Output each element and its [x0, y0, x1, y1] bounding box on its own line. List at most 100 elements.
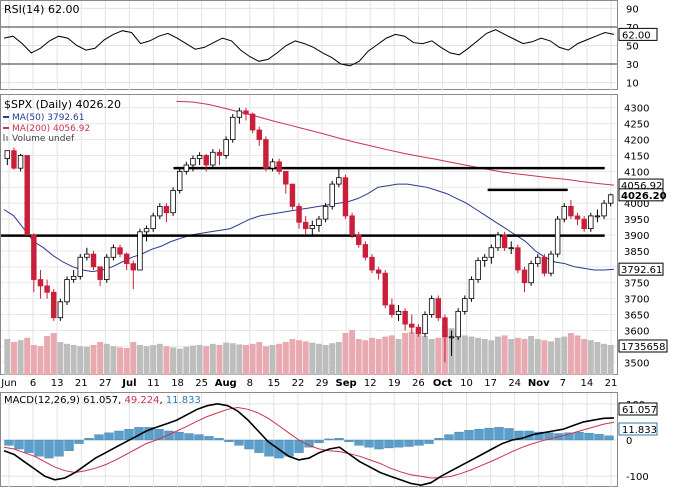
x-tick-label: 12 [364, 378, 377, 389]
candle-body [263, 139, 269, 169]
macd-tick: -100 [626, 472, 649, 483]
price-tick: 3650 [624, 311, 649, 322]
candle-body [342, 177, 349, 217]
candle-body [223, 139, 229, 156]
volume-value-tag: 1735658 [618, 339, 668, 353]
volume-tag-box [618, 339, 668, 353]
macd-hist-bar [364, 439, 374, 448]
x-tick-label: 6 [30, 378, 36, 389]
volume-bar [256, 342, 263, 375]
macd-hist-bar [394, 439, 404, 448]
candle-body [607, 194, 614, 204]
volume-bar [123, 348, 130, 375]
volume-bar [196, 345, 203, 375]
price-tag-box [618, 188, 664, 202]
candle-body [488, 247, 495, 258]
volume-bar [521, 339, 528, 375]
candle-body [574, 215, 581, 220]
candle-body [568, 205, 574, 217]
ma200-line [176, 100, 615, 186]
volume-bar [395, 339, 402, 375]
volume-bar [594, 342, 601, 375]
x-tick-label: 22 [292, 378, 305, 389]
volume-tag-text: 1735658 [621, 342, 666, 353]
candle-body [395, 310, 402, 315]
candle-body [37, 279, 44, 287]
macd-hist-bar [104, 432, 114, 441]
macd-hist-bar [194, 434, 204, 441]
volume-bar [77, 346, 84, 375]
volume-bar [130, 342, 137, 375]
volume-bar [607, 345, 614, 375]
volume-bar [355, 339, 362, 375]
price-tick: 3750 [624, 279, 649, 290]
macd-hist-bar [504, 428, 514, 441]
candle-body [389, 304, 395, 315]
volume-bar [117, 347, 124, 375]
macd-hist-bar [134, 427, 144, 441]
macd-hist-bar [424, 439, 434, 444]
volume-bar [216, 345, 223, 375]
volume-bar [422, 336, 429, 375]
macd-hist-bar [444, 434, 454, 441]
candle-body [256, 129, 262, 140]
x-tick-label: Aug [215, 378, 237, 389]
legend-ma200: MA(200) 4056.92 [12, 124, 90, 134]
macd-label-sep1: , [118, 395, 124, 406]
macd-hist-bar [114, 430, 124, 441]
x-tick-label: Jul [121, 378, 136, 389]
candle-body [296, 205, 302, 223]
macd-tag-text: 61.057 [622, 405, 657, 416]
volume-bar [262, 346, 269, 375]
volume-bar [289, 339, 296, 375]
macd-hist-bar [404, 439, 414, 447]
price-legend: $SPX (Daily) 4026.20 MA(50) 3792.61 MA(2… [3, 98, 121, 144]
volume-bar [601, 343, 608, 375]
macd-hist-bar [54, 439, 64, 457]
candle-body [455, 310, 461, 338]
volume-bar [64, 343, 70, 375]
candle-body [143, 228, 150, 233]
macd-hist-bar [44, 439, 54, 459]
price-tick: 4000 [624, 199, 649, 210]
macd-hist-bar [24, 439, 34, 453]
macd-hist-bar [454, 431, 464, 441]
macd-hist-bar [244, 439, 254, 450]
candle-body [170, 190, 176, 214]
volume-bar [315, 343, 322, 375]
price-tick-labels: 3500355036003650370037503800385039003950… [624, 104, 649, 370]
macd-hist-bar [144, 427, 154, 441]
x-tick-label: 17 [484, 378, 497, 389]
candle-body [210, 151, 216, 166]
candle-body [481, 256, 488, 261]
x-axis-labels: Jun 6 13 21 27 Jul 11 18 25 Aug 8 15 22 29 Sep 12 19 26 Oc… [0, 378, 617, 389]
price-tick: 3500 [624, 358, 649, 369]
candle-body [97, 266, 103, 280]
macd-hist-bar [354, 439, 364, 446]
candle-body [594, 215, 601, 218]
price-tick: 4300 [624, 104, 649, 115]
volume-bar [435, 337, 442, 375]
candle-body [588, 215, 594, 230]
volume-bar [83, 346, 90, 375]
x-tick-label: Nov [528, 378, 550, 389]
macd-value-tags: 61.057 11.833 [618, 402, 658, 436]
candle-body [269, 161, 276, 169]
candle-body [329, 183, 335, 207]
volume-bar [382, 336, 389, 375]
candle-body [415, 326, 422, 335]
candle-body [468, 279, 475, 300]
legend-volume: Volume undef [12, 134, 75, 144]
rsi-tick: 10 [626, 79, 639, 90]
candle-body [117, 247, 123, 255]
candle-body [44, 285, 50, 293]
volume-bar [170, 347, 177, 375]
candle-body [428, 298, 435, 315]
volume-bar [342, 333, 349, 375]
macd-hist-bar [584, 432, 594, 441]
x-tick-label: 21 [605, 378, 618, 389]
candle-body [236, 110, 243, 118]
candle-body [554, 218, 561, 255]
candle-body [77, 256, 83, 277]
x-tick-label: 19 [388, 378, 401, 389]
